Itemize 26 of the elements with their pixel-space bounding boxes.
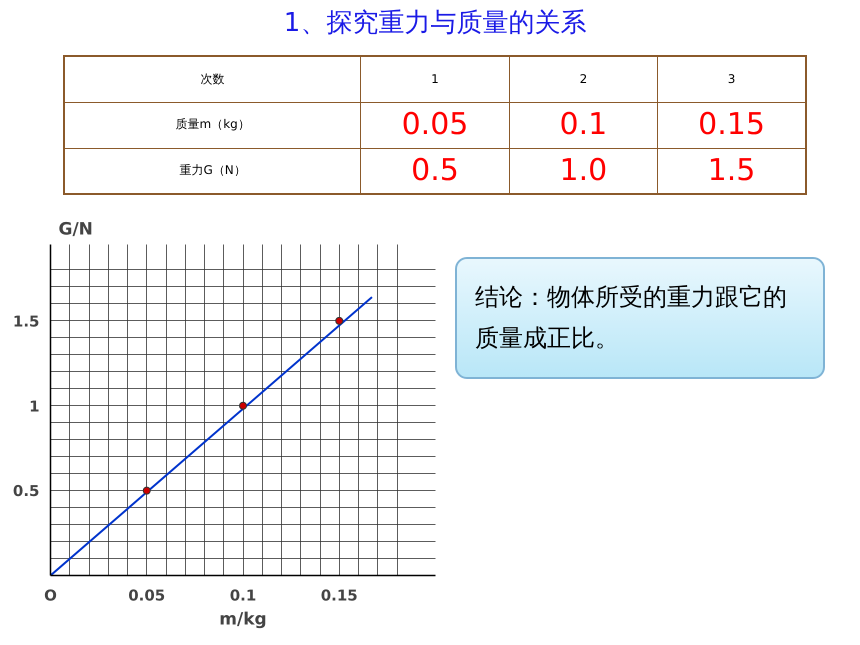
y-tick-label: 1: [29, 397, 40, 416]
x-tick-label: O: [44, 586, 57, 604]
y-axis-title: G/N: [58, 220, 93, 240]
x-axis-title: m/kg: [219, 610, 267, 630]
text: 结论：物体所受的重力跟它的质量成正比。: [475, 282, 788, 354]
y-tick-label: 1.5: [12, 312, 40, 330]
text: 1: [360, 56, 510, 102]
y-tick-label: 0.5: [12, 482, 40, 500]
text: 0.15: [658, 102, 806, 148]
text: 2: [509, 56, 658, 102]
text: 1、探究重力与质量的关系: [282, 7, 588, 40]
text: 0.05: [360, 102, 510, 148]
text: 0.1: [509, 102, 658, 148]
text: 重力G（N）: [64, 148, 361, 194]
text: 1.0: [509, 148, 658, 194]
point: [335, 316, 344, 325]
text: 1.5: [658, 148, 806, 194]
text: 3: [658, 56, 806, 102]
text: 0.5: [360, 148, 510, 194]
x-tick-label: 0.05: [128, 586, 166, 604]
point: [239, 402, 247, 410]
text: 次数: [64, 56, 361, 102]
x-tick-label: 0.1: [230, 586, 256, 604]
text: 质量m（kg）: [64, 102, 361, 148]
x-tick-label: 0.15: [320, 586, 358, 604]
point: [142, 486, 151, 495]
